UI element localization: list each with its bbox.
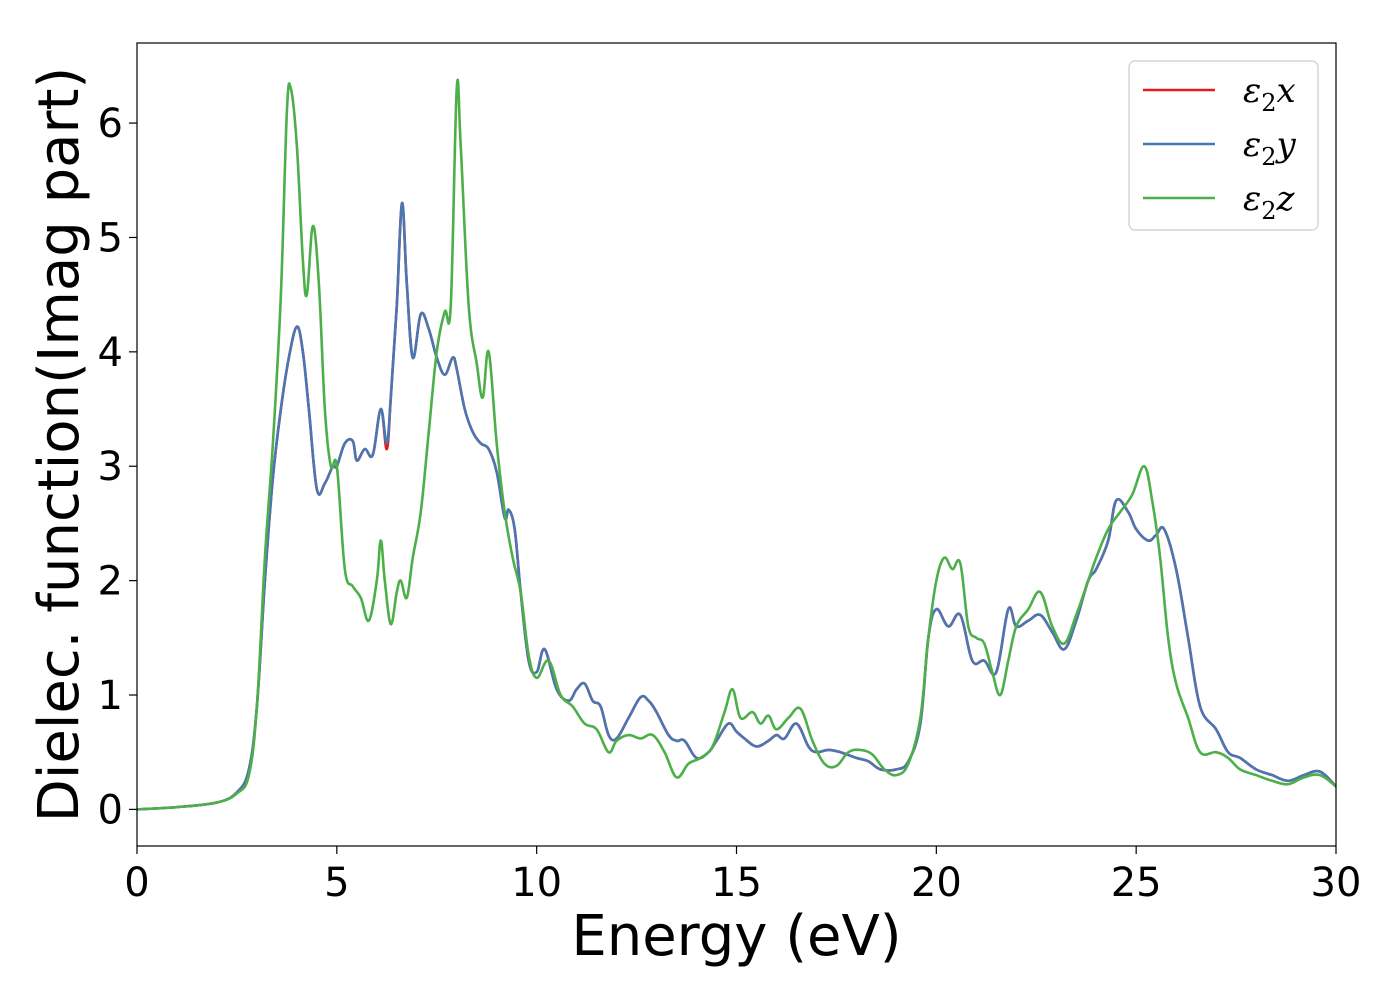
legend-label-symbol: ε: [1243, 125, 1261, 165]
y-tick-label: 2: [98, 559, 123, 605]
legend-label-subscript: 2: [1261, 143, 1276, 171]
legend-box: [1128, 60, 1319, 231]
legend-label-x: ε2x: [1243, 71, 1296, 117]
legend-label-z: ε2z: [1243, 179, 1296, 225]
y-tick-label: 6: [98, 101, 123, 147]
legend-label-component: x: [1277, 71, 1296, 111]
legend-label-symbol: ε: [1243, 71, 1261, 111]
legend-label-subscript: 2: [1261, 89, 1276, 117]
legend-label-subscript: 2: [1261, 197, 1276, 225]
y-axis-ticks: 0 1 2 3 4 5 6: [98, 101, 137, 833]
x-axis-label: Energy (eV): [571, 904, 901, 969]
x-tick-label: 5: [324, 860, 349, 906]
x-tick-label: 20: [911, 860, 962, 906]
legend-label-component: y: [1275, 125, 1297, 165]
y-tick-label: 0: [98, 787, 123, 833]
legend-label-symbol: ε: [1243, 179, 1261, 219]
series-line-z: [137, 78, 1336, 811]
x-axis-ticks: 0 5 10 15 20 25 30: [124, 846, 1361, 906]
x-tick-label: 25: [1111, 860, 1162, 906]
plot-area: [137, 78, 1336, 811]
y-tick-label: 5: [98, 215, 123, 261]
x-tick-label: 10: [511, 860, 562, 906]
x-tick-label: 30: [1311, 860, 1362, 906]
x-tick-label: 15: [711, 860, 762, 906]
legend-label-y: ε2y: [1243, 125, 1297, 171]
y-tick-label: 3: [98, 444, 123, 490]
y-tick-label: 1: [98, 673, 123, 719]
x-tick-label: 0: [124, 860, 149, 906]
y-tick-label: 4: [98, 330, 123, 376]
legend-label-component: z: [1276, 179, 1296, 219]
y-axis-label: Dielec. function(Imag part): [27, 67, 92, 823]
